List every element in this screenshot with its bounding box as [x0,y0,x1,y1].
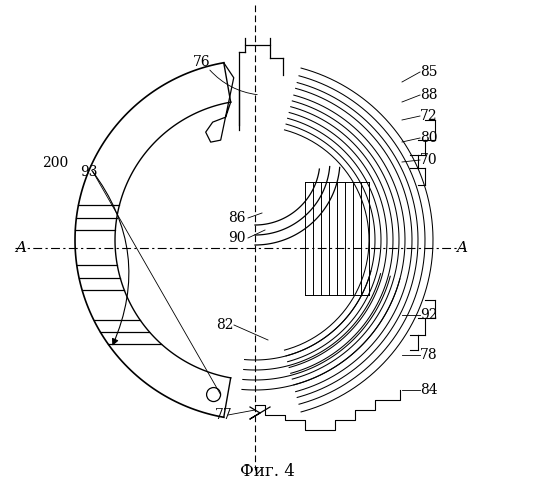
Text: A: A [456,241,467,255]
Text: 88: 88 [420,88,438,102]
Text: 78: 78 [420,348,438,362]
Text: 72: 72 [420,109,438,123]
Text: 200: 200 [42,156,68,170]
Text: 80: 80 [420,131,438,145]
Text: 93: 93 [80,165,97,179]
Text: 76: 76 [193,55,211,69]
Text: 90: 90 [228,231,246,245]
Text: 86: 86 [228,211,246,225]
Text: 77: 77 [215,408,233,422]
Text: A: A [15,241,26,255]
Text: 92: 92 [420,308,438,322]
Text: 85: 85 [420,65,438,79]
Text: 82: 82 [217,318,234,332]
Text: Фиг. 4: Фиг. 4 [240,464,294,481]
Text: 70: 70 [420,153,438,167]
Text: 84: 84 [420,383,438,397]
